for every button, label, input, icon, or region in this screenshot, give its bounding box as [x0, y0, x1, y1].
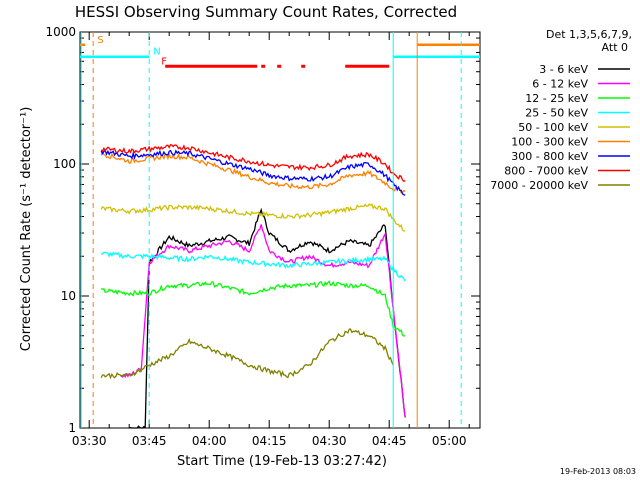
x-tick-label: 04:30 [312, 434, 347, 448]
x-tick-label: 04:45 [372, 434, 407, 448]
legend-label-4: 50 - 100 keV [518, 121, 588, 134]
y-tick-label: 100 [53, 157, 76, 171]
series-line-4 [100, 203, 406, 232]
chart-title: HESSI Observing Summary Count Rates, Cor… [75, 3, 457, 21]
y-axis-title: Corrected Count Rate (s⁻¹ detector⁻¹) [19, 107, 34, 352]
footer-timestamp: 19-Feb-2013 08:03 [560, 467, 636, 476]
legend-label-6: 300 - 800 keV [511, 150, 588, 163]
series-line-8 [100, 328, 394, 380]
series-line-5 [100, 150, 406, 194]
series-line-6 [100, 149, 406, 196]
flag-label-0: S [97, 35, 103, 46]
legend-label-7: 800 - 7000 keV [504, 165, 588, 178]
y-axis-label: Corrected Count Rate (s⁻¹ detector⁻¹) [19, 107, 34, 352]
legend-label-2: 12 - 25 keV [525, 92, 588, 105]
series-line-3 [100, 251, 406, 282]
legend-label-0: 3 - 6 keV [539, 63, 588, 76]
flag-label-2: F [161, 56, 167, 67]
y-tick-label: 1 [68, 421, 76, 435]
flag-label-1: N [153, 47, 160, 58]
series-line-0 [129, 207, 406, 429]
legend-header-line-2: Att 0 [602, 41, 628, 54]
x-tick-label: 05:00 [432, 434, 467, 448]
x-tick-label: 04:15 [252, 434, 287, 448]
plot-area: 03:30 03:45 04:00 04:15 04:30 04:45 05:00 1 10 10… [45, 25, 481, 448]
series-line-7 [100, 144, 406, 183]
x-tick-label: 03:45 [132, 434, 167, 448]
y-tick-label: 10 [61, 289, 76, 303]
x-tick-label: 04:00 [192, 434, 227, 448]
x-axis-title: Start Time (19-Feb-13 03:27:42) [177, 454, 387, 469]
legend-label-1: 6 - 12 keV [532, 78, 588, 91]
series-line-1 [120, 224, 406, 418]
series-line-2 [100, 280, 406, 337]
plot-frame [79, 31, 481, 429]
legend-label-5: 100 - 300 keV [511, 136, 588, 149]
legend-header-line-1: Det 1,3,5,6,7,9, [546, 28, 632, 41]
y-tick-label: 1000 [45, 25, 76, 39]
legend-label-8: 7000 - 20000 keV [490, 179, 588, 192]
x-tick-label: 03:30 [72, 434, 107, 448]
legend-label-3: 25 - 50 keV [525, 107, 588, 120]
